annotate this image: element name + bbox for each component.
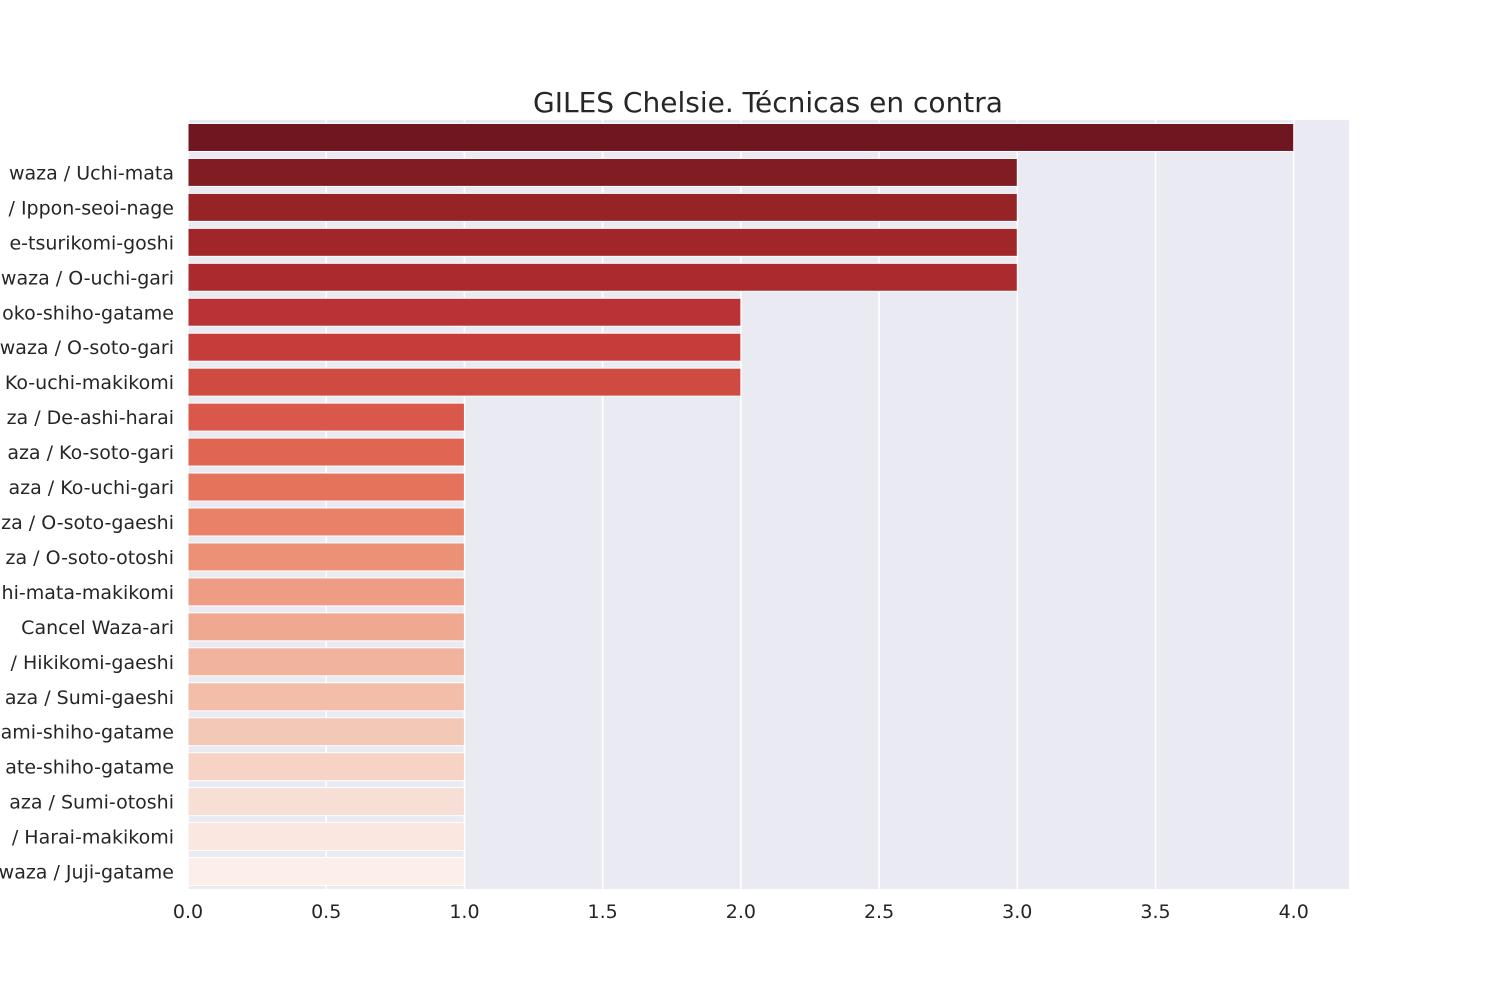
y-tick-label: Cancel Waza-ari [21, 617, 174, 639]
x-tick-label: 1.5 [588, 901, 618, 923]
bar [187, 507, 465, 537]
y-tick-label: hi-mata-makikomi [2, 582, 174, 604]
bar [187, 822, 465, 852]
y-tick-label: za / O-soto-otoshi [5, 547, 174, 569]
bar [187, 472, 465, 502]
bar [187, 157, 1018, 187]
chart-title: GILES Chelsie. Técnicas en contra [533, 86, 1003, 119]
y-tick-label: e-tsurikomi-goshi [9, 232, 174, 254]
x-tick-label: 2.0 [726, 901, 756, 923]
bar [187, 227, 1018, 257]
bar [187, 122, 1295, 152]
y-tick-label: aza / Ko-uchi-gari [8, 477, 174, 499]
y-tick-label: za / O-soto-gaeshi [1, 512, 174, 534]
bars [187, 122, 1295, 887]
bar [187, 612, 465, 642]
y-tick-label: aza / Ko-soto-gari [7, 442, 174, 464]
bar [187, 262, 1018, 292]
y-tick-label: aza / Sumi-gaeshi [5, 687, 174, 709]
bar [187, 332, 742, 362]
y-tick-label: waza / O-soto-gari [0, 337, 174, 359]
y-tick-label: waza / O-uchi-gari [1, 267, 174, 289]
y-tick-label: / Harai-makikomi [12, 827, 174, 849]
x-tick-label: 2.5 [864, 901, 894, 923]
x-tick-label: 4.0 [1279, 901, 1309, 923]
y-tick-label: Ko-uchi-makikomi [5, 372, 174, 394]
y-tick-label: ate-shiho-gatame [5, 757, 174, 779]
bar [187, 192, 1018, 222]
bar [187, 297, 742, 327]
bar [187, 577, 465, 607]
x-tick-labels: 0.0 0.5 1.0 1.5 2.0 2.5 3.0 3.5 4.0 [173, 901, 1309, 923]
y-tick-label: waza / Juji-gatame [0, 862, 174, 884]
y-tick-labels: waza / Uchi-mata / Ippon-seoi-nage e-tsuri… [0, 162, 174, 883]
bar [187, 682, 465, 712]
bar [187, 437, 465, 467]
bar [187, 857, 465, 887]
x-tick-label: 0.0 [173, 901, 203, 923]
bar [187, 647, 465, 677]
y-tick-label: / Hikikomi-gaeshi [11, 652, 175, 674]
y-tick-label: waza / Uchi-mata [9, 162, 174, 184]
x-tick-label: 1.0 [449, 901, 479, 923]
bar [187, 717, 465, 747]
bar [187, 402, 465, 432]
x-tick-label: 0.5 [311, 901, 341, 923]
bar [187, 542, 465, 572]
y-tick-label: / Ippon-seoi-nage [9, 197, 174, 219]
bar [187, 367, 742, 397]
bar [187, 752, 465, 782]
y-tick-label: aza / Sumi-otoshi [9, 792, 174, 814]
x-tick-label: 3.0 [1002, 901, 1032, 923]
x-tick-label: 3.5 [1140, 901, 1170, 923]
y-tick-label: oko-shiho-gatame [2, 302, 174, 324]
bar [187, 787, 465, 817]
y-tick-label: za / De-ashi-harai [7, 407, 174, 429]
y-tick-label: ami-shiho-gatame [1, 722, 174, 744]
